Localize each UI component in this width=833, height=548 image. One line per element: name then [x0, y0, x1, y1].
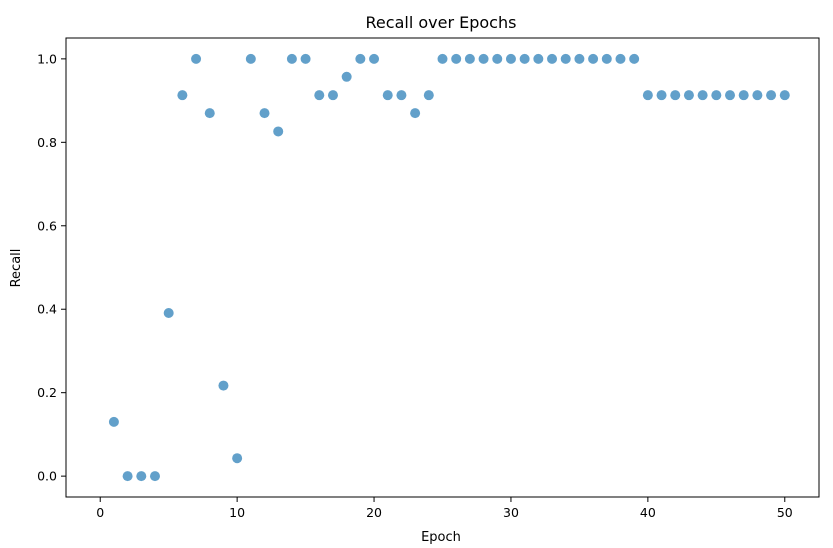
data-point — [588, 53, 599, 64]
data-point — [629, 53, 640, 64]
data-point — [273, 126, 284, 137]
data-points — [108, 53, 790, 482]
data-point — [437, 53, 448, 64]
x-tick-label: 30 — [503, 505, 519, 520]
data-point — [191, 53, 202, 64]
data-point — [108, 416, 119, 427]
y-tick-label: 0.2 — [37, 385, 57, 400]
data-point — [423, 90, 434, 101]
chart-title: Recall over Epochs — [366, 13, 517, 32]
data-point — [519, 53, 530, 64]
y-tick-label: 0.8 — [37, 135, 57, 150]
data-point — [396, 90, 407, 101]
x-tick-label: 0 — [96, 505, 104, 520]
data-point — [642, 90, 653, 101]
data-point — [505, 53, 516, 64]
y-tick-label: 0.6 — [37, 218, 57, 233]
y-tick-label: 1.0 — [37, 51, 57, 66]
data-point — [725, 90, 736, 101]
data-point — [314, 90, 325, 101]
data-point — [464, 53, 475, 64]
data-point — [177, 90, 188, 101]
data-point — [478, 53, 489, 64]
data-point — [533, 53, 544, 64]
data-point — [122, 471, 133, 482]
x-tick-label: 20 — [366, 505, 382, 520]
x-tick-label: 40 — [640, 505, 656, 520]
data-point — [204, 108, 215, 119]
data-point — [683, 90, 694, 101]
data-point — [286, 53, 297, 64]
data-point — [574, 53, 585, 64]
x-axis-label: Epoch — [421, 530, 461, 545]
data-point — [492, 53, 503, 64]
data-point — [615, 53, 626, 64]
data-point — [670, 90, 681, 101]
data-point — [382, 90, 393, 101]
data-point — [327, 90, 338, 101]
data-point — [163, 307, 174, 318]
data-point — [738, 90, 749, 101]
x-tick-label: 10 — [229, 505, 245, 520]
data-point — [245, 53, 256, 64]
data-point — [711, 90, 722, 101]
data-point — [341, 71, 352, 82]
x-tick-label: 50 — [777, 505, 793, 520]
plot-frame — [65, 37, 820, 498]
data-point — [149, 471, 160, 482]
data-point — [697, 90, 708, 101]
data-point — [779, 90, 790, 101]
data-point — [232, 453, 243, 464]
y-tick-label: 0.4 — [37, 302, 57, 317]
data-point — [136, 471, 147, 482]
data-point — [218, 380, 229, 391]
data-point — [547, 53, 558, 64]
data-point — [451, 53, 462, 64]
data-point — [259, 108, 270, 119]
data-point — [560, 53, 571, 64]
data-point — [300, 53, 311, 64]
data-point — [355, 53, 366, 64]
y-tick-label: 0.0 — [37, 469, 57, 484]
data-point — [410, 108, 421, 119]
y-axis-label: Recall — [9, 249, 24, 288]
data-point — [752, 90, 763, 101]
data-point — [656, 90, 667, 101]
x-axis: 0 10 20 30 40 50 — [96, 497, 793, 520]
data-point — [766, 90, 777, 101]
plot-area — [65, 37, 820, 498]
data-point — [601, 53, 612, 64]
y-axis: 0.0 0.2 0.4 0.6 0.8 1.0 — [37, 51, 66, 484]
data-point — [369, 53, 380, 64]
